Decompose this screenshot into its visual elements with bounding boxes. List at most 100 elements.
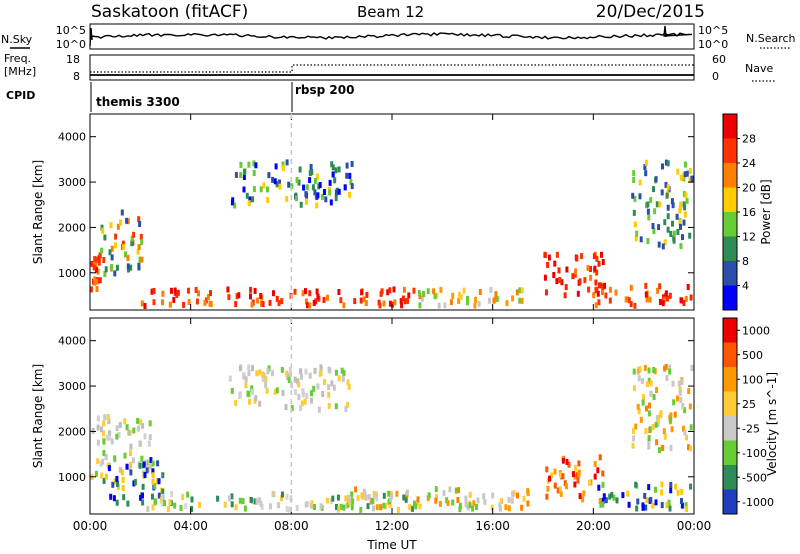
velocity-cell — [260, 503, 264, 510]
velocity-cell — [244, 376, 248, 383]
power-cell — [308, 170, 312, 177]
velocity-cell — [601, 497, 605, 504]
velocity-cell — [115, 433, 119, 440]
power-cell — [386, 289, 390, 296]
velocity-cell — [601, 470, 605, 477]
power-cell — [678, 219, 682, 226]
nsky-tick-bottom: 10^0 — [56, 38, 86, 51]
velocity-cell — [387, 490, 391, 497]
x-tick-label: 08:00 — [274, 519, 309, 533]
velocity-ylabel: Slant Range [km] — [31, 364, 45, 468]
velocity-cell — [647, 410, 651, 417]
freq-tick-bottom: 8 — [73, 70, 80, 83]
power-cell — [103, 234, 107, 241]
power-cell — [668, 292, 672, 299]
velocity-cell — [297, 381, 301, 388]
velocity-cell — [223, 501, 227, 508]
power-cell — [140, 300, 144, 307]
velocity-cell — [466, 504, 470, 511]
velocity-cell — [682, 425, 685, 432]
velocity-cell — [247, 364, 251, 371]
power-cell — [543, 274, 547, 281]
velocity-cell — [662, 428, 666, 435]
velocity-cell — [545, 493, 549, 500]
velocity-cell — [127, 429, 131, 436]
velocity-cell — [264, 381, 268, 388]
velocity-cell — [471, 505, 475, 512]
velocity-cell — [271, 370, 274, 377]
time-axis-label: Time UT — [366, 538, 417, 552]
velocity-cell — [643, 364, 647, 371]
velocity-cell — [660, 502, 664, 509]
power-cell — [560, 279, 564, 286]
velocity-cell — [475, 503, 479, 510]
power-cell — [121, 240, 125, 247]
velocity-cell — [141, 499, 145, 506]
power-cell — [597, 260, 601, 267]
power-cell — [682, 191, 686, 198]
velocity-cell — [464, 495, 468, 502]
velocity-cell — [313, 504, 316, 510]
velocity-cell — [458, 506, 462, 513]
freq-unit: [MHz] — [4, 65, 36, 78]
velocity-cell — [303, 398, 307, 405]
power-cell — [337, 289, 341, 295]
power-cell — [573, 271, 577, 278]
power-cell — [350, 183, 354, 190]
velocity-cell — [350, 491, 354, 498]
power-cell — [382, 300, 386, 307]
velocity-cell — [105, 434, 109, 441]
velocity-cell — [238, 497, 242, 504]
power-cell — [393, 299, 397, 306]
power-cell — [172, 296, 176, 303]
velocity-cell — [668, 368, 672, 375]
power-cell — [93, 276, 97, 283]
power-cell — [681, 234, 684, 241]
power-cell — [308, 302, 312, 309]
power-cell — [632, 209, 636, 216]
power-panel: Slant Range [km] 1000 2000 3000 4000 4 8 12 16… — [31, 113, 773, 311]
power-cell — [555, 278, 559, 285]
velocity-cell — [507, 505, 511, 512]
velocity-cell — [125, 463, 129, 470]
velocity-cell — [139, 494, 143, 501]
power-cell — [594, 279, 598, 286]
velocity-cell — [122, 494, 126, 501]
power-cell — [465, 299, 469, 306]
velocity-cell — [507, 496, 511, 503]
velocity-cell — [464, 501, 468, 508]
velocity-cell — [689, 445, 693, 452]
velocity-cell — [102, 438, 106, 445]
power-cell — [644, 159, 648, 166]
velocity-cell — [138, 440, 142, 447]
power-cell — [632, 170, 636, 177]
velocity-cell — [297, 394, 301, 401]
power-cell — [271, 176, 275, 183]
power-cell — [116, 223, 120, 230]
station-title: Saskatoon (fitACF) — [91, 2, 248, 22]
velocity-cell — [408, 504, 412, 511]
power-cell — [420, 295, 424, 302]
velocity-cell — [341, 375, 345, 382]
power-cell — [275, 295, 279, 302]
velocity-cell — [643, 492, 647, 499]
velocity-cell — [454, 487, 458, 494]
velocity-cell — [141, 483, 145, 490]
power-cell — [304, 198, 308, 205]
power-cell — [324, 196, 328, 203]
power-cell — [399, 298, 403, 305]
velocity-cell — [468, 502, 472, 509]
power-cell — [665, 192, 669, 199]
velocity-cell — [146, 505, 150, 512]
power-cell — [122, 244, 126, 251]
power-cell — [140, 239, 144, 246]
velocity-cell — [285, 493, 289, 500]
velocity-cell — [499, 505, 502, 512]
power-cell — [661, 243, 665, 250]
velocity-cell — [102, 477, 106, 484]
power-cell — [92, 264, 96, 271]
velocity-cell — [655, 387, 659, 393]
power-cell — [360, 289, 364, 296]
power-cell — [248, 196, 252, 203]
velocity-cell — [344, 495, 348, 502]
